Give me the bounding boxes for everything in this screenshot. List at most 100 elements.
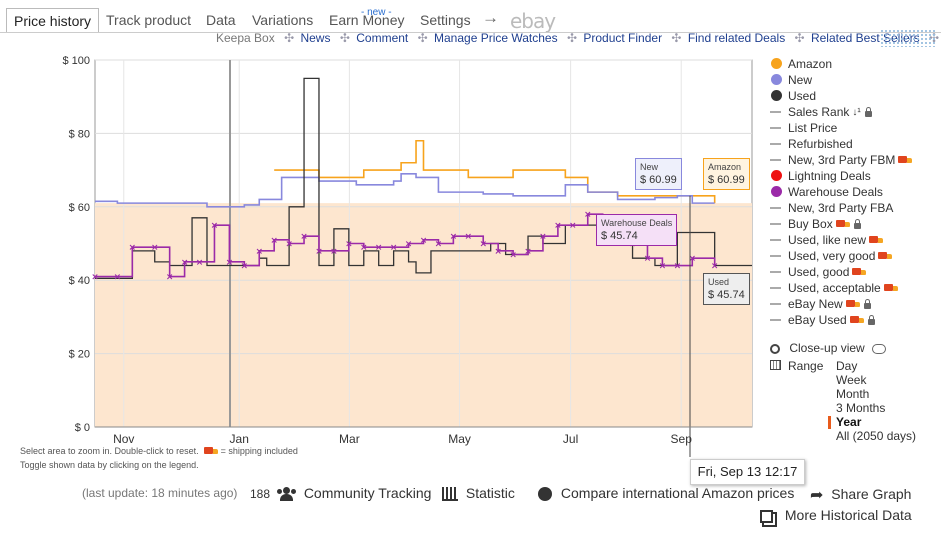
chart-axes: $ 0 $ 20 $ 40 $ 60 $ 80 $ 100 Nov Jan Mar May Jul S… [62,55,752,446]
magnifier-icon [770,343,780,354]
manage-price-watches-link[interactable]: Manage Price Watches [434,31,558,45]
warehouse-marker: × [129,243,137,253]
legend-line-icon [770,287,781,289]
product-finder-link[interactable]: Product Finder [583,31,663,45]
bar-chart-icon [442,487,458,502]
legend-label-text: eBay New [788,297,843,311]
shipping-truck-icon [883,284,898,293]
warehouse-marker: × [270,236,278,246]
legend-dot-icon [771,90,782,101]
closeup-label: Close-up view [789,341,865,355]
legend-label-text: Used [788,89,817,103]
warehouse-marker: × [226,258,234,268]
tracking-count: 188 [250,487,271,501]
tab-track-product[interactable]: Track product [106,12,192,28]
tooltip-new: New $ 60.99 [635,158,682,190]
warehouse-marker: × [315,247,323,257]
tab-divider [0,32,941,33]
tooltip-used: Used $ 45.74 [703,273,750,305]
tab-earn-money[interactable]: - new - Earn Money [329,7,405,28]
legend-label: Lightning Deals [788,168,871,184]
toggle-icon[interactable] [872,343,887,354]
range-all[interactable]: All (2050 days) [836,429,917,443]
shipping-hint-text: = shipping included [220,446,298,456]
legend-line-icon [770,223,781,225]
y-tick-label: $ 0 [75,422,90,434]
range-3-months[interactable]: 3 Months [836,401,886,415]
range-month[interactable]: Month [836,387,870,401]
legend-label-text: List Price [788,121,838,135]
people-icon [276,487,297,502]
lock-icon [867,314,875,325]
y-tick-label: $ 40 [69,275,90,287]
tab-data[interactable]: Data [206,12,236,28]
find-related-deals-link[interactable]: Find related Deals [687,31,786,45]
share-graph-link[interactable]: ➦ Share Graph [810,485,911,505]
x-tick-label: Jan [230,432,249,446]
tab-earn-money-label: Earn Money [329,12,405,28]
tab-settings[interactable]: Settings [420,12,471,28]
legend-dot-icon [771,170,782,181]
warehouse-marker: × [450,232,458,242]
arrow-icon: → [482,8,499,27]
x-tick-label: Jul [563,432,578,446]
warehouse-marker: × [345,240,353,250]
warehouse-marker: × [285,240,293,250]
legend-label: New, 3rd Party FBA [788,200,893,216]
x-tick-label: Nov [113,432,134,446]
legend-dot-icon [771,58,782,69]
comment-link[interactable]: Comment [356,31,409,45]
legend-label: Amazon [788,56,832,72]
legend-label: Sales Rank ↓¹ [788,104,872,121]
y-tick-label: $ 60 [69,202,90,214]
ebay-logo[interactable]: ebay [510,9,556,33]
news-link[interactable]: News [300,31,331,45]
compare-international-link[interactable]: Compare international Amazon prices [538,485,794,502]
separator-icon: ✣ [671,31,682,45]
warehouse-marker: × [375,243,383,253]
legend-line-icon [770,111,781,113]
warehouse-marker: × [494,247,502,257]
warehouse-marker: × [91,273,99,283]
range-day[interactable]: Day [836,359,858,373]
legend-label: Refurbished [788,136,853,152]
tooltip-date: Fri, Sep 13 12:17 [690,459,805,485]
tab-price-history[interactable]: Price history [6,8,100,33]
legend-line-icon [770,143,781,145]
warehouse-marker: × [539,232,547,242]
community-tracking-link[interactable]: 188 Community Tracking [250,485,432,502]
legend-label-text: eBay Used [788,313,847,327]
warehouse-marker: × [569,221,577,231]
tooltip-new-value: $ 60.99 [640,174,677,186]
legend-label: Warehouse Deals [788,184,883,200]
shipping-truck-icon [835,220,850,229]
legend-label: List Price [788,120,837,136]
shipping-truck-icon [845,300,860,309]
range-week[interactable]: Week [836,373,867,387]
y-tick-label: $ 100 [62,55,90,67]
warehouse-marker: × [255,247,263,257]
tooltip-amazon-value: $ 60.99 [708,174,745,186]
range-year[interactable]: Year [836,415,862,429]
shipping-truck-icon [898,156,913,165]
more-historical-data-link[interactable]: More Historical Data [760,507,912,523]
warehouse-marker: × [196,258,204,268]
ad-placeholder [880,29,936,47]
community-tracking-label: Community Tracking [303,485,432,501]
legend-label: New, 3rd Party FBM [788,152,913,168]
x-tick-label: Mar [339,432,360,446]
statistic-link[interactable]: Statistic [442,485,515,502]
share-label: Share Graph [831,485,912,502]
lock-icon [863,298,871,309]
legend-label: eBay Used [788,312,875,328]
keepa-box-link[interactable]: Keepa Box [216,31,275,45]
closeup-toggle[interactable]: Close-up view [770,341,887,355]
tab-variations[interactable]: Variations [252,12,314,28]
legend-line-icon [770,207,781,209]
sublinks-bar: Keepa Box ✣ News ✣ Comment ✣ Manage Pric… [216,31,941,45]
legend-label-text: Used, very good [788,249,876,263]
warehouse-marker: × [688,254,696,264]
legend-label-text: New, 3rd Party FBM [788,153,896,167]
zoom-hint-text: Select area to zoom in. Double-click to … [20,446,199,456]
legend-line-icon [770,319,781,321]
